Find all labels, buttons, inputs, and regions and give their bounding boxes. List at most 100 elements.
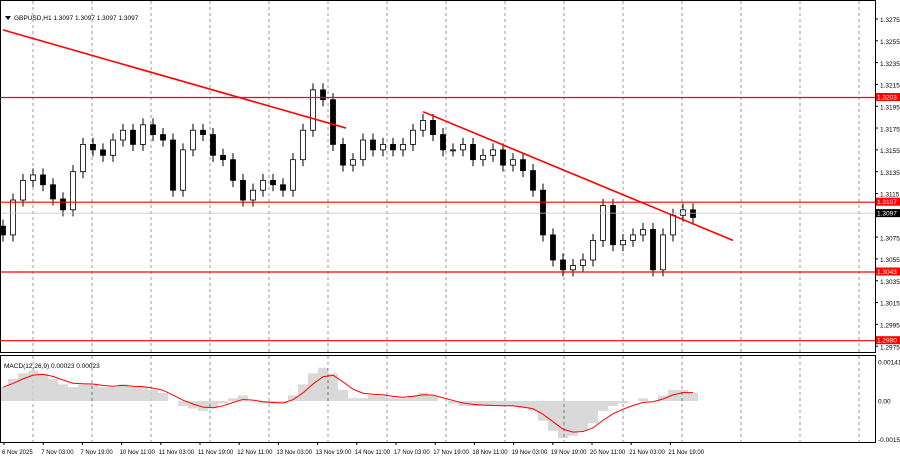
y-tick-label: 1.2995 (880, 323, 900, 330)
candle-body (180, 149, 186, 191)
candle-body (110, 139, 116, 156)
candle-body (550, 234, 556, 261)
candle-body (220, 154, 226, 161)
trendlines[interactable] (2, 29, 734, 242)
macd-y-tick-label: 0.00 (878, 399, 891, 406)
x-tick-label: 21 Nov 03:00 (629, 450, 665, 456)
y-tick-label: 1.2975 (880, 344, 900, 351)
x-tick-label: 14 Nov 11:00 (355, 450, 391, 456)
level-label-bg (876, 267, 900, 276)
level-label: 1.3043 (877, 269, 897, 276)
candle-body (130, 129, 136, 145)
candle-body (100, 149, 106, 156)
candle-body (640, 229, 646, 236)
x-tick-label: 7 Nov 19:00 (80, 450, 113, 456)
candle-body (270, 179, 276, 186)
candle-body (340, 144, 346, 166)
price-pane-frame (0, 0, 876, 353)
candle-body (440, 134, 446, 151)
candle-body (520, 159, 526, 171)
x-tick-label: 19 Nov 03:00 (512, 450, 548, 456)
candle-body (600, 205, 606, 241)
candle-body (400, 144, 406, 151)
candle-body (30, 174, 36, 181)
y-tick-label: 1.3155 (880, 148, 900, 155)
candle-body (450, 149, 456, 152)
triangle-down-icon[interactable] (5, 16, 11, 20)
candle-body (10, 199, 16, 236)
x-tick-label: 11 Nov 19:00 (198, 450, 234, 456)
trendline[interactable] (422, 110, 734, 242)
macd-signal-line (2, 373, 694, 433)
candle-body (480, 154, 486, 161)
y-tick-label: 1.3035 (880, 279, 900, 286)
x-tick-label: 7 Nov 03:00 (41, 450, 74, 456)
candle-body (510, 159, 516, 166)
candle-body (160, 134, 166, 141)
x-tick-label: 18 Nov 11:00 (472, 450, 508, 456)
candle-body (530, 170, 536, 191)
level-label: 1.3203 (877, 94, 897, 101)
y-tick-label: 1.3235 (880, 61, 900, 68)
candle-body (540, 189, 546, 236)
candle-body (300, 129, 306, 161)
candle-body (430, 120, 436, 135)
candle-body (260, 179, 266, 191)
candle-body (330, 99, 336, 145)
candle-body (630, 234, 636, 241)
trendline[interactable] (2, 29, 347, 129)
candle-body (370, 139, 376, 151)
candles (0, 83, 696, 277)
candle-body (500, 149, 506, 166)
candle-body (350, 159, 356, 166)
candle-body (460, 144, 466, 151)
y-tick-label: 1.3275 (880, 17, 900, 24)
candle-body (70, 171, 76, 211)
candle-body (650, 229, 656, 271)
candle-body (20, 179, 26, 201)
current-price-label-bg (876, 209, 900, 218)
x-tick-label: 10 Nov 11:00 (120, 450, 156, 456)
candle-body (80, 144, 86, 173)
candle-body (170, 139, 176, 191)
grid (32, 1, 860, 442)
macd-title: MACD(12,26,9) 0.00023 0.00023 (4, 363, 100, 370)
horizontal-levels[interactable]: 1.3203 1.3107 1.3043 1.2980 1.3097 (0, 93, 900, 345)
level-label: 1.3107 (877, 199, 897, 206)
current-price-label: 1.3097 (877, 210, 897, 217)
candle-body (200, 129, 206, 135)
candle-body (140, 124, 146, 145)
candle-body (470, 144, 476, 161)
candle-body (690, 209, 696, 218)
y-tick-label: 1.3015 (880, 301, 900, 308)
candle-body (240, 179, 246, 201)
x-tick-label: 19 Nov 19:00 (551, 450, 587, 456)
y-tick-label: 1.3075 (880, 235, 900, 242)
x-tick-label: 20 Nov 11:00 (590, 450, 626, 456)
candle-body (390, 144, 396, 151)
y-tick-label: 1.3115 (880, 192, 900, 199)
macd-pane-frame (0, 355, 876, 443)
candle-body (190, 129, 196, 151)
macd-y-tick-label: 0.00141 (878, 360, 900, 367)
candle-body (280, 184, 286, 191)
candle-body (620, 239, 626, 246)
candle-body (610, 205, 616, 246)
level-label-bg (876, 336, 900, 345)
x-tick-label: 12 Nov 11:00 (237, 450, 273, 456)
candle-body (210, 134, 216, 156)
candle-body (120, 129, 126, 141)
level-label-bg (876, 197, 900, 206)
candle-body (420, 120, 426, 131)
chart-title: GBPUSD,H1 1.3097 1.3097 1.3097 1.3097 (14, 15, 139, 22)
level-label-bg (876, 93, 900, 102)
x-tick-label: 17 Nov 03:00 (394, 450, 430, 456)
y-tick-label: 1.3195 (880, 104, 900, 111)
y-tick-label: 1.3175 (880, 126, 900, 133)
candle-body (150, 124, 156, 135)
candle-body (320, 89, 326, 101)
x-tick-label: 13 Nov 19:00 (316, 450, 352, 456)
y-tick-label: 1.3255 (880, 39, 900, 46)
